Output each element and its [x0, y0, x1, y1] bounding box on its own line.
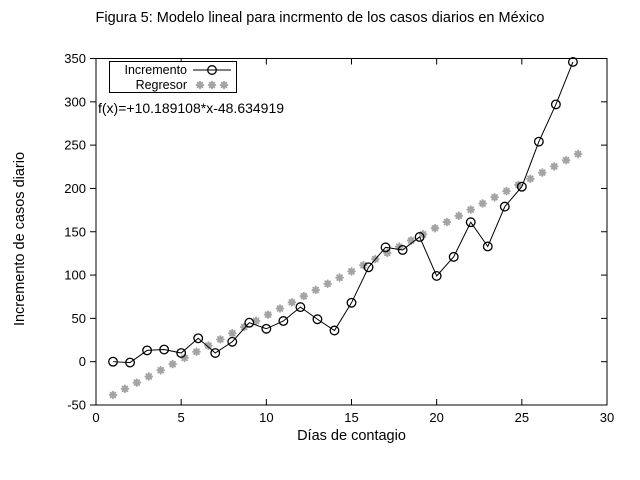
- y-tick-label: 200: [64, 181, 86, 196]
- y-tick-label: 150: [64, 224, 86, 239]
- data-point-marker: [227, 336, 238, 347]
- legend-sample-gray-dots-icon: [192, 79, 236, 91]
- data-point-marker: [499, 201, 510, 212]
- legend-box: Incremento Regresor: [109, 61, 237, 93]
- data-point-marker: [397, 244, 408, 255]
- chart-title: Figura 5: Modelo lineal para incrmento d…: [95, 10, 545, 26]
- data-point-marker: [346, 297, 357, 308]
- x-tick-label: 10: [259, 410, 273, 425]
- x-tick-label: 15: [344, 410, 358, 425]
- y-tick-label: 350: [64, 51, 86, 66]
- y-tick-label: 50: [72, 311, 86, 326]
- x-tick-label: 20: [429, 410, 443, 425]
- data-point-marker: [278, 316, 289, 326]
- data-point-marker: [295, 302, 306, 313]
- y-tick-label: -50: [67, 398, 86, 413]
- y-axis-label: Incremento de casos diario: [12, 151, 28, 327]
- x-tick-label: 5: [178, 410, 185, 425]
- data-point-marker: [431, 270, 442, 281]
- data-point-marker: [550, 99, 561, 110]
- legend-item-incremento: Incremento: [110, 62, 236, 77]
- data-point-marker: [176, 348, 187, 358]
- data-point-marker: [159, 344, 170, 355]
- data-point-marker: [465, 217, 476, 228]
- data-point-marker: [142, 345, 153, 356]
- x-tick-label: 25: [515, 410, 529, 425]
- gray-asterisk-icon: [207, 80, 217, 89]
- regressor-dots: [108, 149, 583, 400]
- data-point-marker: [363, 262, 374, 273]
- data-point-marker: [414, 231, 425, 242]
- data-point-marker: [244, 317, 255, 328]
- data-point-marker: [108, 356, 118, 367]
- x-axis-label: Días de contagio: [297, 428, 406, 444]
- x-tick-label: 0: [92, 410, 99, 425]
- legend-sample-line-circle-icon: [192, 64, 236, 76]
- data-point-marker: [261, 323, 272, 334]
- data-point-marker: [516, 181, 527, 192]
- data-point-marker: [380, 242, 391, 253]
- legend-label-regresor: Regresor: [135, 77, 187, 92]
- data-point-marker: [533, 136, 544, 147]
- data-point-marker: [567, 57, 578, 67]
- incremento-series-line: [113, 61, 574, 364]
- regression-equation: f(x)=+10.189108*x-48.634919: [98, 100, 285, 116]
- data-point-marker: [193, 333, 204, 344]
- legend-item-regresor: Regresor: [110, 77, 236, 92]
- data-point-marker: [448, 251, 459, 262]
- data-point-marker: [125, 357, 136, 368]
- gray-asterisk-icon: [195, 80, 205, 89]
- legend-label-incremento: Incremento: [124, 62, 187, 77]
- y-tick-label: 250: [64, 138, 86, 153]
- data-point-marker: [210, 348, 221, 358]
- y-tick-label: 300: [64, 94, 86, 109]
- x-tick-label: 30: [600, 410, 614, 425]
- y-tick-label: 0: [79, 354, 86, 369]
- data-point-marker: [329, 325, 340, 336]
- data-point-marker: [482, 241, 493, 252]
- y-tick-label: 100: [64, 268, 86, 283]
- data-point-marker: [312, 314, 323, 325]
- gray-asterisk-icon: [219, 80, 229, 89]
